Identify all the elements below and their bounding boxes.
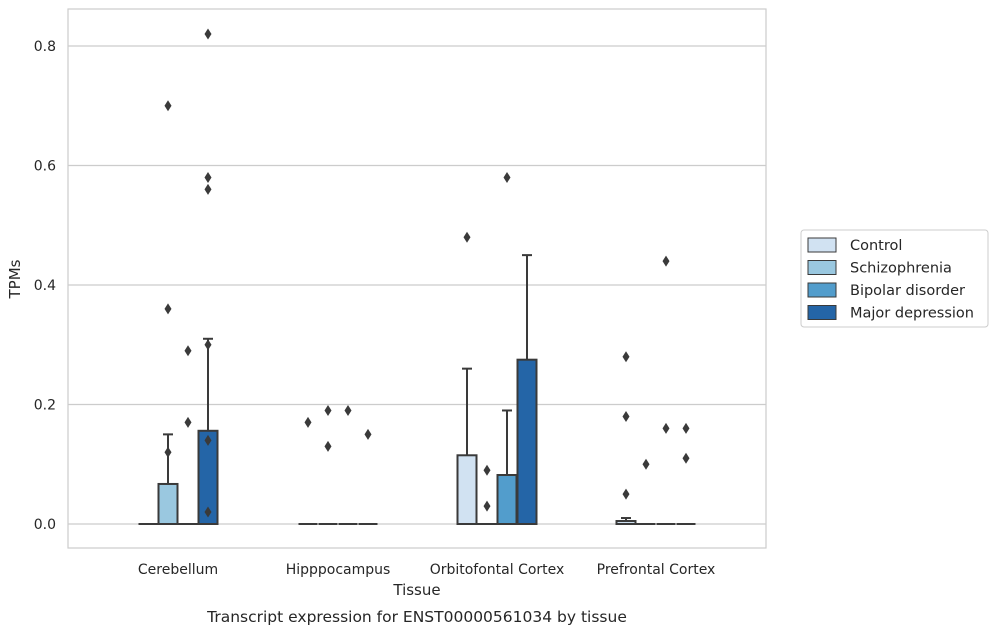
legend-label: Schizophrenia bbox=[850, 261, 952, 277]
outlier-point bbox=[483, 500, 491, 512]
y-tick-label: 0.8 bbox=[34, 39, 56, 55]
outlier-point bbox=[483, 464, 491, 476]
outlier-point bbox=[204, 339, 212, 351]
legend-label: Major depression bbox=[850, 306, 974, 322]
box-control bbox=[615, 517, 637, 526]
outlier-point bbox=[682, 452, 690, 464]
box-body bbox=[456, 454, 478, 526]
outlier-point bbox=[682, 422, 690, 434]
legend-swatch bbox=[807, 260, 837, 275]
x-tick-labels: Cerebellum Hipppocampus Orbitofontal Corte… bbox=[138, 562, 715, 578]
box-body bbox=[516, 358, 538, 525]
outlier-point bbox=[204, 171, 212, 183]
legend-label: Bipolar disorder bbox=[850, 283, 965, 299]
outlier-point bbox=[622, 488, 630, 500]
outlier-point bbox=[164, 100, 172, 112]
outlier-point bbox=[324, 404, 332, 416]
x-tick-label: Cerebellum bbox=[138, 562, 218, 578]
box-body bbox=[157, 482, 179, 525]
outlier-point bbox=[364, 428, 372, 440]
y-tick-labels: 0.0 0.2 0.4 0.6 0.8 bbox=[34, 39, 56, 533]
x-tick-label: Prefrontal Cortex bbox=[597, 562, 716, 578]
x-tick-label: Orbitofontal Cortex bbox=[430, 562, 565, 578]
legend-swatch bbox=[807, 305, 837, 320]
box-series bbox=[138, 254, 696, 526]
chart-caption: Transcript expression for ENST0000056103… bbox=[206, 608, 627, 626]
y-axis-label: TPMs bbox=[6, 259, 24, 299]
outlier-point bbox=[344, 404, 352, 416]
x-axis-label: Tissue bbox=[392, 581, 440, 599]
box-bipolar-disorder bbox=[496, 409, 518, 526]
outlier-point bbox=[204, 434, 212, 446]
outlier-point bbox=[642, 458, 650, 470]
outlier-point bbox=[304, 416, 312, 428]
outlier-point bbox=[503, 171, 511, 183]
legend-swatch bbox=[807, 237, 837, 253]
box-major-depression bbox=[197, 337, 219, 526]
outlier-point bbox=[463, 231, 471, 243]
grid-lines bbox=[68, 45, 766, 525]
legend-swatch bbox=[807, 282, 837, 298]
y-tick-label: 0.6 bbox=[34, 159, 56, 175]
outlier-point bbox=[662, 422, 670, 434]
box-body bbox=[496, 474, 518, 526]
legend-label: Control bbox=[850, 238, 902, 254]
outlier-point bbox=[204, 28, 212, 40]
outlier-point bbox=[662, 255, 670, 267]
legend-frame bbox=[800, 229, 989, 328]
outlier-point bbox=[622, 410, 630, 422]
x-tick-label: Hipppocampus bbox=[286, 562, 391, 578]
outlier-point bbox=[184, 416, 192, 428]
outlier-point bbox=[204, 183, 212, 195]
outlier-point bbox=[164, 303, 172, 315]
box-schizophrenia bbox=[157, 433, 179, 525]
outlier-point bbox=[204, 506, 212, 518]
legend: Control Schizophrenia Bipolar disorder Majo… bbox=[800, 229, 989, 328]
y-tick-label: 0.4 bbox=[34, 278, 56, 294]
plot-area-frame bbox=[67, 8, 767, 549]
y-tick-label: 0.0 bbox=[34, 517, 56, 533]
outlier-point bbox=[622, 351, 630, 363]
outlier-point bbox=[164, 446, 172, 458]
box-major-depression bbox=[516, 254, 538, 525]
outlier-points bbox=[164, 28, 690, 518]
box-control bbox=[456, 367, 478, 526]
outlier-point bbox=[184, 345, 192, 357]
y-tick-label: 0.2 bbox=[34, 398, 56, 414]
outlier-point bbox=[324, 440, 332, 452]
